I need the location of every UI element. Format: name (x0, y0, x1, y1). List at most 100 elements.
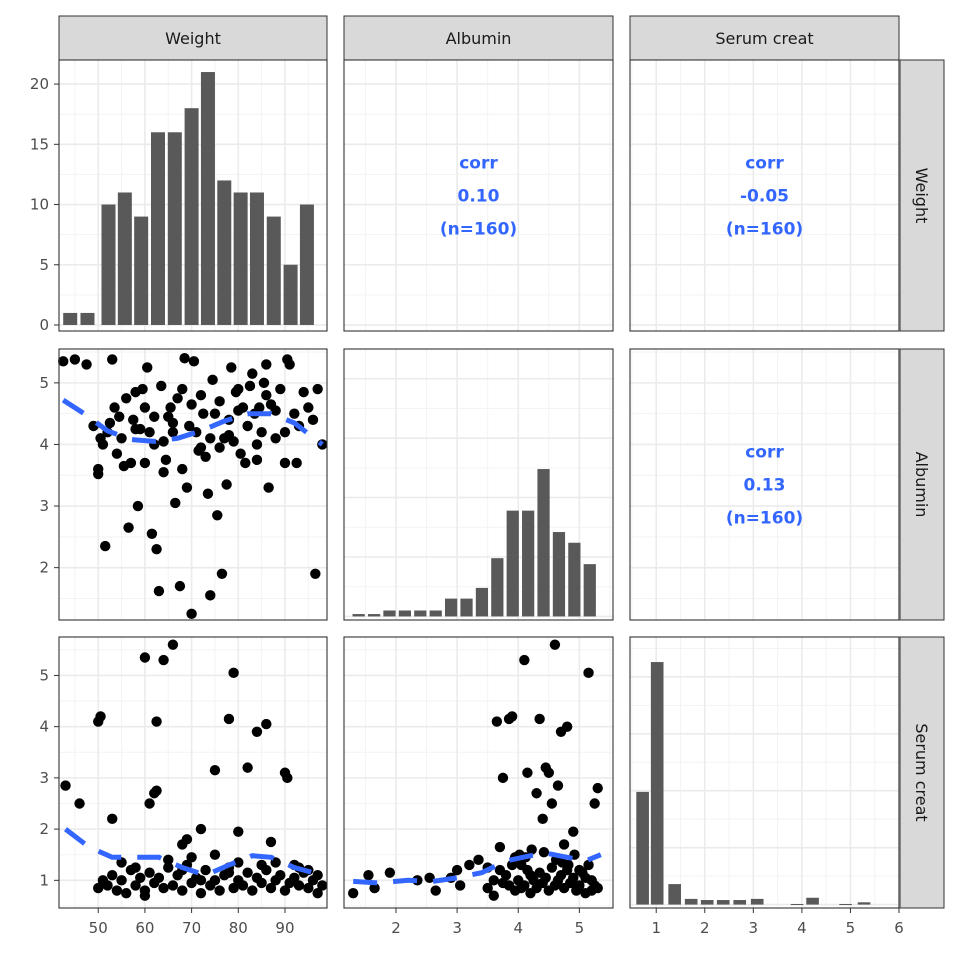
point-weight-albumin (121, 393, 132, 404)
hist-bar-weight (299, 204, 314, 325)
point-weight-creat (209, 764, 221, 776)
point-weight-albumin (256, 426, 267, 438)
panel-weight-albumin (58, 348, 328, 621)
point-albumin-creat (546, 862, 558, 873)
point-albumin-creat (537, 813, 548, 825)
point-albumin-creat (549, 639, 561, 650)
hist-bar-creat (684, 898, 698, 905)
point-weight-creat (256, 859, 267, 871)
point-albumin-creat (454, 880, 466, 891)
hist-bar-creat (636, 791, 649, 905)
point-weight-creat (256, 877, 267, 889)
corr-n: (n=160) (726, 220, 803, 240)
point-weight-albumin (251, 454, 263, 466)
hist-bar-weight (101, 204, 116, 325)
hist-bar-albumin (537, 469, 550, 617)
point-albumin-creat (534, 713, 545, 725)
hist-bar-creat (700, 900, 714, 905)
point-weight-creat (317, 880, 328, 891)
point-weight-creat (237, 880, 249, 891)
strip-top-0 (58, 15, 328, 61)
point-albumin-creat (558, 839, 570, 850)
point-weight-albumin (177, 383, 188, 395)
point-weight-creat (130, 880, 141, 891)
point-weight-creat (242, 867, 253, 878)
point-weight-creat (289, 872, 300, 883)
point-weight-albumin (158, 436, 169, 447)
point-albumin-creat (464, 859, 475, 871)
point-weight-creat (195, 823, 207, 835)
corr-label: corr (745, 443, 784, 463)
point-albumin-creat (451, 864, 463, 876)
point-weight-albumin (310, 568, 321, 580)
hist-bar-weight (167, 132, 182, 325)
point-weight-albumin (167, 417, 179, 429)
strip-right-1 (899, 348, 945, 621)
point-albumin-creat (580, 887, 591, 899)
corr-label: corr (459, 154, 498, 174)
hist-bar-weight (233, 192, 248, 325)
strip-top-label: Weight (165, 29, 221, 48)
point-weight-albumin (240, 457, 251, 469)
tick-label-x: 4 (513, 919, 523, 937)
hist-bar-creat (857, 902, 871, 905)
point-weight-albumin (223, 430, 235, 441)
corr-n: (n=160) (440, 220, 517, 240)
hist-bar-weight (184, 108, 199, 325)
point-albumin-creat (509, 885, 521, 896)
point-weight-albumin (156, 380, 167, 392)
strip-top-label: Albumin (446, 29, 512, 48)
hist-bar-albumin (429, 610, 442, 617)
hist-bar-albumin (398, 610, 412, 617)
point-weight-albumin (207, 374, 218, 385)
point-weight-creat (275, 870, 286, 881)
point-weight-creat (144, 867, 155, 878)
point-weight-albumin (307, 414, 319, 426)
point-weight-albumin (177, 463, 188, 475)
point-weight-albumin (167, 426, 179, 438)
point-weight-albumin (58, 356, 69, 367)
point-weight-albumin (186, 399, 197, 410)
strip-top-label: Serum creat (715, 29, 813, 48)
point-weight-albumin (209, 408, 221, 419)
point-albumin-creat (473, 854, 484, 866)
hist-bar-creat (716, 900, 730, 905)
point-weight-albumin (165, 402, 176, 413)
point-weight-albumin (146, 528, 158, 539)
point-weight-creat (163, 862, 174, 873)
hist-bar-weight (80, 312, 95, 325)
hist-bar-albumin (475, 587, 489, 617)
point-albumin-creat (506, 711, 518, 722)
point-weight-albumin (261, 389, 272, 401)
point-weight-creat (151, 716, 162, 727)
point-weight-albumin (114, 411, 125, 422)
point-albumin-creat (592, 782, 603, 794)
point-weight-creat (139, 890, 151, 901)
point-weight-creat (167, 880, 179, 891)
point-weight-albumin (279, 457, 291, 469)
point-albumin-creat (546, 798, 558, 809)
point-weight-creat (130, 862, 141, 873)
point-weight-albumin (312, 383, 323, 395)
hist-bar-albumin (352, 614, 365, 617)
panel-weight-creat (58, 636, 328, 909)
point-weight-creat (144, 798, 155, 809)
point-weight-albumin (181, 482, 193, 493)
hist-bar-weight (249, 192, 264, 325)
point-albumin-creat (363, 870, 374, 881)
point-albumin-creat (494, 841, 506, 853)
point-weight-creat (209, 875, 221, 886)
point-albumin-creat (519, 880, 530, 891)
point-weight-creat (111, 885, 123, 896)
point-weight-albumin (184, 420, 195, 432)
point-weight-albumin (195, 389, 207, 401)
point-weight-creat (177, 885, 188, 896)
tick-label-y: 2 (39, 559, 49, 577)
hist-bar-albumin (568, 542, 581, 617)
point-weight-albumin (179, 353, 190, 364)
point-weight-albumin (233, 383, 244, 395)
point-albumin-creat (552, 780, 564, 791)
hist-bar-weight (200, 72, 215, 325)
point-albumin-creat (491, 716, 503, 727)
